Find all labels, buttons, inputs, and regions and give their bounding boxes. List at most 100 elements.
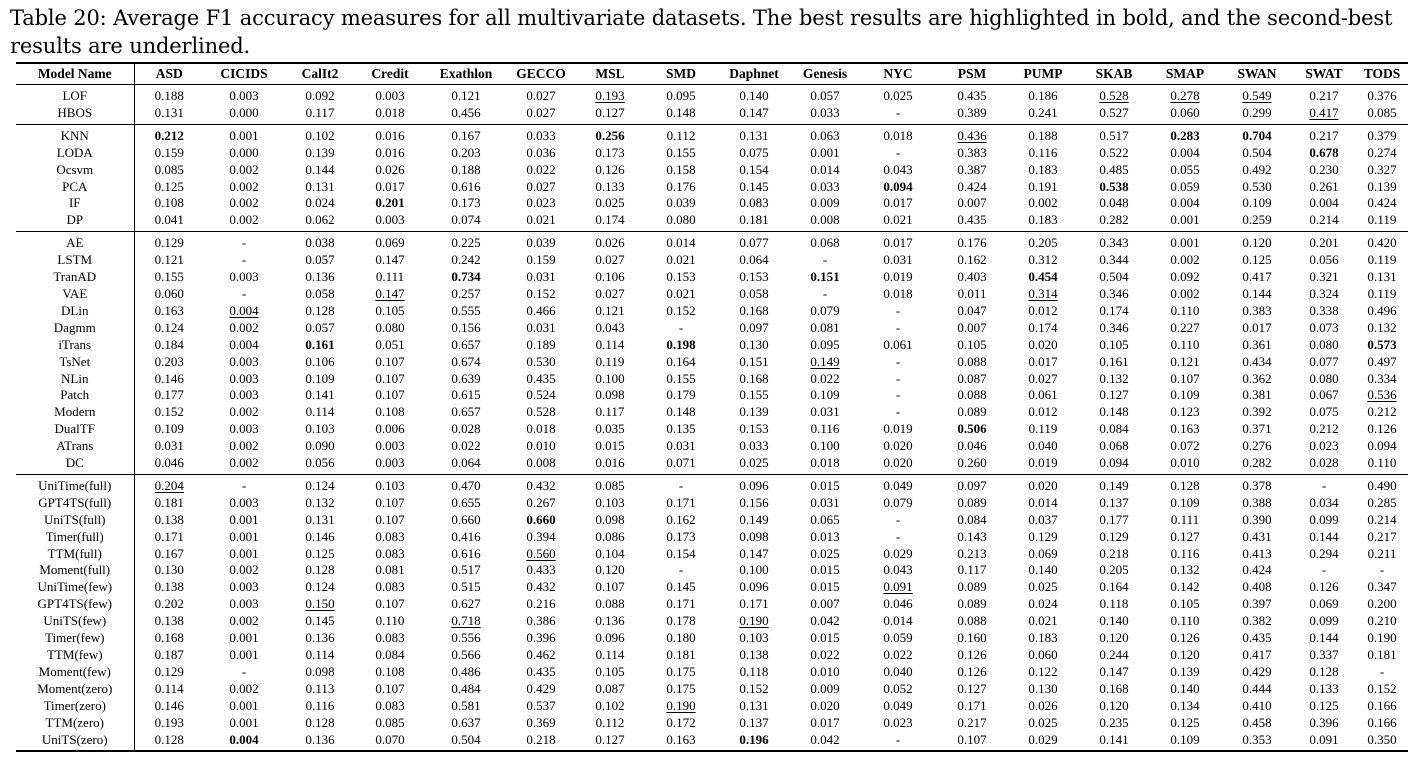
value-cell: 0.109 <box>305 370 335 386</box>
value-cell: 0.151 <box>810 269 840 285</box>
value-cell: 0.049 <box>883 697 913 713</box>
value-cell: 0.089 <box>957 579 987 595</box>
value-cell: 0.110 <box>1170 302 1200 318</box>
value-cell: 0.294 <box>1309 545 1339 561</box>
value-cell: 0.022 <box>810 647 840 662</box>
value-cell: 0.527 <box>1099 104 1129 120</box>
value-cell: 0.203 <box>154 353 184 369</box>
value-cell: 0.080 <box>375 319 405 335</box>
value-cell: 0.655 <box>451 494 481 510</box>
value-cell: 0.314 <box>1028 285 1058 301</box>
value-cell: 0.027 <box>526 178 556 194</box>
value-cell: 0.274 <box>1367 144 1397 160</box>
value-cell: 0.111 <box>375 269 405 285</box>
value-cell: 0.413 <box>1242 545 1272 561</box>
value-cell: 0.003 <box>375 212 405 228</box>
value-cell: 0.183 <box>1028 161 1058 177</box>
value-cell: - <box>241 663 247 679</box>
value-cell: 0.168 <box>1099 680 1129 696</box>
value-cell: 0.119 <box>1367 212 1397 228</box>
value-cell: - <box>895 404 901 420</box>
value-cell: 0.146 <box>305 528 335 544</box>
value-cell: 0.111 <box>1170 511 1200 527</box>
value-cell: 0.161 <box>1099 353 1129 369</box>
value-cell: 0.432 <box>526 579 556 595</box>
model-name-cell: Dagmm <box>16 319 135 337</box>
value-cell: 0.038 <box>305 235 335 251</box>
table-row: Moment(few) 0.129 - 0.098 0.108 0.486 0.435 0.1… <box>16 663 1408 681</box>
value-cell: 0.183 <box>1028 630 1058 646</box>
value-cell: 0.530 <box>1242 178 1272 194</box>
table-row: LSTM 0.121 - 0.057 0.147 0.242 0.159 0.027 0.021… <box>16 252 1408 270</box>
value-cell: 0.049 <box>883 477 913 493</box>
model-name-cell: TTM(few) <box>16 647 135 664</box>
table-row: UniTS(few) 0.138 0.002 0.145 0.110 0.718 0.386… <box>16 613 1408 631</box>
value-cell: 0.055 <box>1170 161 1200 177</box>
model-name-cell: iTrans <box>16 336 135 354</box>
value-cell: 0.024 <box>305 195 335 211</box>
value-cell: 0.470 <box>451 477 481 493</box>
value-cell: 0.088 <box>957 613 987 629</box>
value-cell: 0.083 <box>375 697 405 713</box>
value-cell: 0.174 <box>1028 319 1058 335</box>
value-cell: 0.282 <box>1242 455 1272 471</box>
value-cell: 0.025 <box>1028 579 1058 595</box>
value-cell: 0.429 <box>526 680 556 696</box>
value-cell: 0.097 <box>739 319 769 335</box>
value-cell: 0.002 <box>229 319 259 335</box>
value-cell: 0.549 <box>1242 88 1272 103</box>
value-cell: 0.015 <box>810 562 840 578</box>
value-cell: 0.105 <box>375 302 405 318</box>
value-cell: 0.037 <box>1028 511 1058 527</box>
value-cell: 0.490 <box>1367 477 1397 493</box>
value-cell: 0.057 <box>305 252 335 268</box>
value-cell: 0.515 <box>451 579 481 595</box>
value-cell: 0.627 <box>451 596 481 612</box>
value-cell: 0.125 <box>305 545 335 561</box>
value-cell: 0.379 <box>1367 127 1397 143</box>
model-name-cell: Timer(few) <box>16 630 135 647</box>
value-cell: 0.017 <box>810 714 840 730</box>
value-cell: 0.555 <box>451 302 481 318</box>
column-header: Credit <box>371 66 409 81</box>
value-cell: 0.369 <box>526 714 556 730</box>
value-cell: 0.118 <box>739 663 769 679</box>
value-cell: 0.140 <box>1028 562 1058 578</box>
value-cell: 0.172 <box>666 714 696 730</box>
value-cell: 0.566 <box>451 647 481 662</box>
table-row: Moment(zero) 0.114 0.002 0.113 0.107 0.484 0.4… <box>16 680 1408 698</box>
value-cell: 0.173 <box>595 144 625 160</box>
value-cell: 0.343 <box>1099 235 1129 251</box>
value-cell: 0.080 <box>1309 370 1339 386</box>
value-cell: 0.346 <box>1099 319 1129 335</box>
value-cell: 0.383 <box>1242 302 1272 318</box>
value-cell: - <box>678 319 684 335</box>
value-cell: 0.017 <box>1028 353 1058 369</box>
value-cell: 0.184 <box>154 336 184 352</box>
value-cell: 0.639 <box>451 370 481 386</box>
value-cell: 0.573 <box>1367 336 1397 352</box>
model-name-cell: LOF <box>16 84 135 105</box>
value-cell: 0.131 <box>154 104 184 120</box>
value-cell: 0.027 <box>1028 370 1058 386</box>
value-cell: 0.043 <box>883 161 913 177</box>
value-cell: 0.147 <box>375 285 405 301</box>
value-cell: 0.085 <box>595 477 625 493</box>
value-cell: 0.120 <box>1099 630 1129 646</box>
value-cell: - <box>678 477 684 493</box>
value-cell: 0.003 <box>375 455 405 471</box>
value-cell: 0.018 <box>526 421 556 437</box>
value-cell: 0.156 <box>451 319 481 335</box>
value-cell: 0.119 <box>1367 252 1397 268</box>
value-cell: 0.022 <box>451 438 481 454</box>
table-row: GPT4TS(full) 0.181 0.003 0.132 0.107 0.655 0.2… <box>16 494 1408 512</box>
value-cell: 0.003 <box>229 353 259 369</box>
value-cell: 0.396 <box>526 630 556 646</box>
value-cell: 0.137 <box>739 714 769 730</box>
value-cell: 0.061 <box>883 336 913 352</box>
value-cell: 0.196 <box>739 731 769 747</box>
value-cell: 0.125 <box>154 178 184 194</box>
value-cell: 0.074 <box>451 212 481 228</box>
value-cell: 0.010 <box>1170 455 1200 471</box>
value-cell: 0.048 <box>1099 195 1129 211</box>
